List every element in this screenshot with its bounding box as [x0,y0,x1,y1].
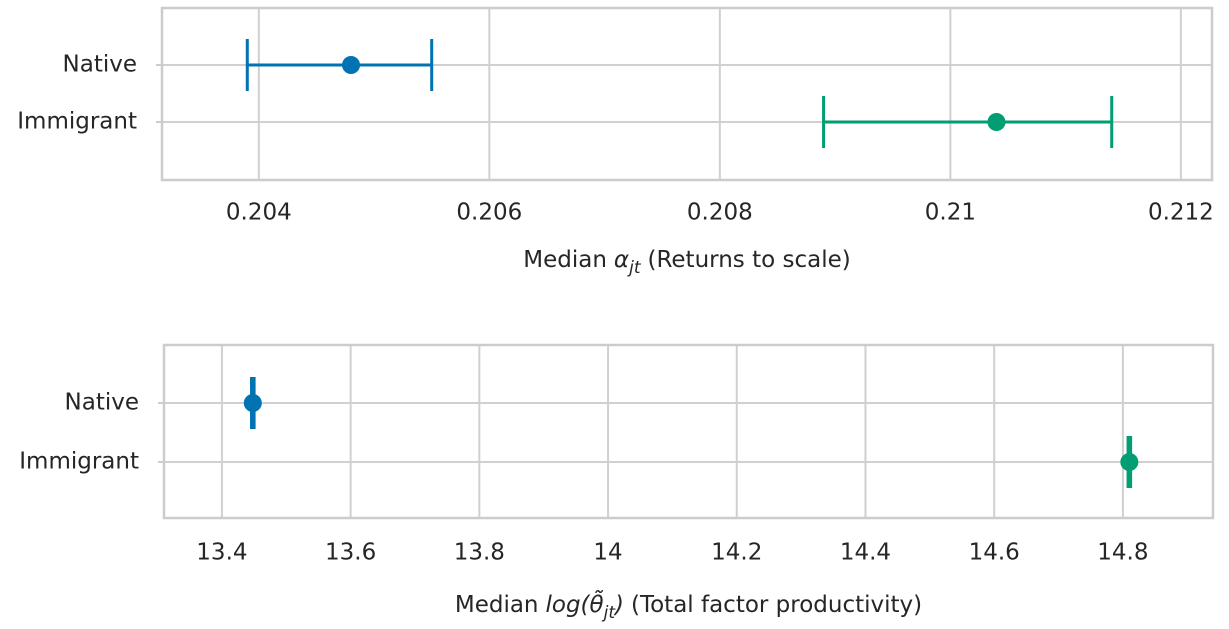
plot-frame [162,343,1215,520]
y-tick-label: Native [63,52,137,78]
x-tick-label: 14.2 [711,540,762,566]
x-tick-label: 0.206 [456,200,522,226]
x-axis-label-part: ) [613,592,624,618]
x-axis-label-part: jt [627,258,642,278]
x-tick-label: 0.204 [226,200,292,226]
x-axis-label-part: Median [455,592,539,618]
x-axis-label: Median αjt (Returns to scale) [523,247,850,279]
x-tick-label: 0.21 [925,200,976,226]
x-tick-label: 14.6 [969,540,1020,566]
x-tick-label: 14 [593,540,622,566]
x-tick-label: 0.212 [1148,200,1214,226]
point [987,113,1006,131]
point [342,56,361,74]
plot-frame [160,6,1214,182]
x-tick-label: 14.4 [840,540,891,566]
y-tick-label: Immigrant [17,109,137,135]
x-tick-label: 14.8 [1097,540,1148,566]
x-tick-label: 13.4 [196,540,247,566]
point [1120,453,1139,471]
x-axis-label: Median log(θ̃jt) (Total factor productivit… [455,588,922,623]
x-axis-label-part: (Total factor productivity) [631,592,922,618]
x-axis-label-part: (Returns to scale) [647,247,850,273]
x-tick-label: 13.6 [325,540,376,566]
x-axis-label-part: α [614,247,629,273]
x-axis-label-part: jt [602,603,617,623]
x-tick-label: 13.8 [454,540,505,566]
y-tick-label: Immigrant [19,449,139,475]
point [243,394,262,412]
x-tick-label: 0.208 [687,200,753,226]
x-axis-label-part: Median [523,247,607,273]
y-tick-label: Native [65,390,139,416]
x-axis-label-part: log(θ̃ [546,588,604,617]
